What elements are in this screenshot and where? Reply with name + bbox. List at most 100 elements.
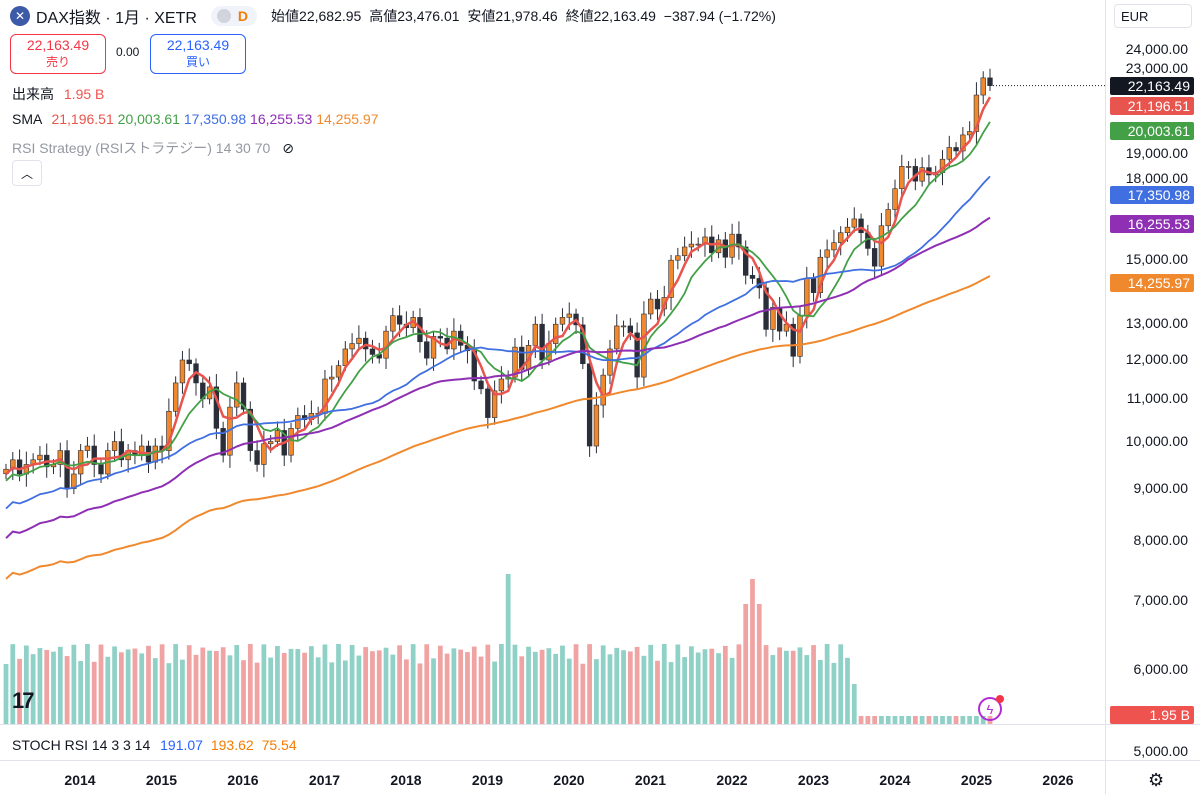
candle — [593, 404, 600, 447]
volume-bar — [247, 644, 253, 724]
sma-label: SMA — [12, 111, 42, 127]
volume-bar — [499, 644, 504, 724]
candle — [743, 246, 749, 276]
volume-bar — [492, 661, 497, 724]
rsi-strategy-legend[interactable]: RSI Strategy (RSIストラテジー) 14 30 70 ⊘ — [12, 138, 294, 158]
sma-legend[interactable]: SMA 21,196.51 20,003.61 17,350.98 16,255… — [12, 111, 379, 127]
candle — [987, 77, 993, 86]
volume-bar — [478, 656, 484, 724]
buy-button[interactable]: 22,163.49 買い — [150, 34, 246, 74]
volume-bar — [10, 644, 16, 724]
stoch-k-value: 191.07 — [160, 737, 203, 753]
sma-value-3: 17,350.98 — [183, 111, 247, 127]
price-axis-label: 12,000.00 — [1125, 351, 1188, 367]
candle — [274, 430, 281, 442]
volume-value: 1.95 B — [63, 86, 105, 102]
volume-bar — [200, 647, 206, 724]
volume-bar — [546, 648, 552, 724]
candle — [648, 298, 654, 315]
ohlc-values: 始値22,682.95 高値23,476.01 安値21,978.46 終値22… — [271, 6, 780, 26]
volume-bar — [790, 650, 796, 724]
candle — [946, 147, 952, 160]
candle — [749, 275, 756, 279]
volume-bar — [383, 647, 389, 724]
collapse-legend-button[interactable]: ︿ — [12, 160, 42, 186]
price-axis-label: 11,000.00 — [1126, 389, 1188, 406]
volume-bar — [804, 655, 810, 724]
candle — [16, 459, 23, 475]
volume-bar — [919, 716, 925, 724]
candle — [851, 218, 857, 228]
volume-bar — [566, 658, 572, 724]
symbol-title[interactable]: DAX指数 · 1月 · XETR — [36, 10, 197, 27]
volume-bar — [885, 716, 891, 724]
sma-value-1: 21,196.51 — [51, 111, 114, 127]
volume-bar — [892, 716, 898, 724]
volume-bar — [213, 651, 219, 724]
volume-bar — [349, 644, 355, 724]
price-tag: 16,255.53 — [1110, 215, 1194, 234]
candle — [220, 428, 226, 456]
stoch-rsi-legend[interactable]: STOCH RSI 14 3 3 14 191.07 193.62 75.54 — [12, 737, 297, 753]
candle — [234, 382, 240, 408]
tradingview-logo[interactable]: 17 — [12, 688, 35, 713]
sma-value-2: 20,003.61 — [117, 111, 180, 127]
volume-bar — [946, 716, 952, 724]
x-circle-icon[interactable]: ✕ — [10, 6, 30, 26]
volume-bar — [709, 648, 715, 724]
year-label: 2022 — [716, 772, 748, 788]
price-axis-label: 13,000.00 — [1125, 315, 1188, 332]
candle — [362, 337, 369, 350]
lightning-alert-icon[interactable]: ϟ — [978, 695, 1004, 721]
volume-bar — [811, 645, 816, 724]
volume-bar — [322, 644, 328, 724]
candle — [566, 313, 572, 318]
year-label: 2026 — [1042, 772, 1074, 788]
volume-bar — [899, 716, 905, 724]
currency-selector[interactable]: EUR — [1114, 4, 1192, 28]
volume-bar — [634, 646, 640, 724]
volume-bar — [376, 650, 382, 724]
gear-icon[interactable]: ⚙ — [1148, 770, 1165, 790]
volume-bar — [675, 644, 681, 724]
year-label: 2015 — [145, 772, 178, 788]
volume-bar — [526, 646, 531, 724]
delayed-badge: D — [237, 8, 249, 24]
candle — [607, 348, 613, 376]
candle — [715, 239, 722, 254]
close-label: 終値 — [565, 8, 594, 24]
price-axis-label: 19,000.00 — [1125, 145, 1188, 162]
candle — [790, 323, 796, 357]
change-value: −387.94 (−1.72%) — [663, 8, 776, 24]
candle — [770, 307, 776, 330]
candle — [247, 408, 253, 451]
candle — [478, 380, 484, 390]
volume-bar — [763, 645, 769, 724]
volume-legend[interactable]: 出来高 1.95 B — [12, 84, 104, 104]
volume-bar — [607, 654, 613, 724]
sell-button[interactable]: 22,163.49 売り — [10, 34, 106, 74]
candle — [919, 167, 925, 182]
eye-off-icon[interactable]: ⊘ — [282, 140, 294, 156]
price-axis-label: 5,000.00 — [1133, 742, 1189, 759]
volume-bar — [451, 648, 457, 724]
year-label: 2018 — [390, 772, 422, 788]
volume-bar — [336, 644, 341, 724]
sell-label: 売り — [45, 55, 70, 69]
volume-bar — [838, 644, 844, 724]
candle — [491, 390, 498, 418]
candle — [498, 378, 505, 392]
volume-bar — [627, 651, 633, 724]
candle — [614, 325, 620, 350]
candle — [64, 450, 70, 489]
status-pill[interactable]: D — [210, 6, 258, 26]
volume-bar — [817, 659, 823, 724]
low-value: 21,978.46 — [495, 8, 558, 24]
volume-bar — [824, 644, 830, 724]
open-value: 22,682.95 — [299, 8, 362, 24]
volume-bar — [879, 716, 884, 724]
year-label: 2019 — [471, 772, 504, 788]
price-axis-label: 10,000.00 — [1125, 432, 1188, 449]
candle — [966, 131, 973, 136]
